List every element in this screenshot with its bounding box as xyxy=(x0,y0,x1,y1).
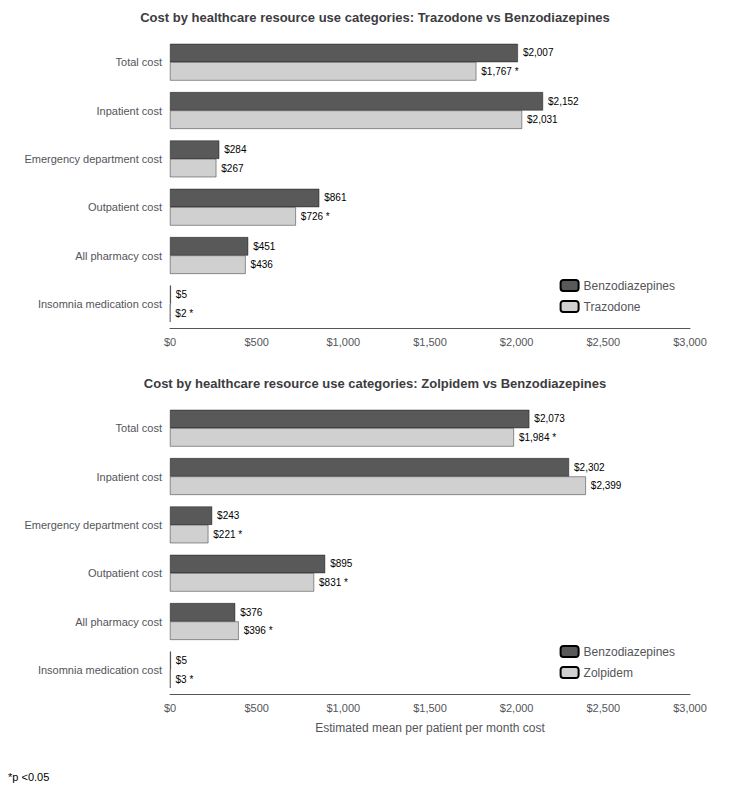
svg-text:Inpatient cost: Inpatient cost xyxy=(97,105,162,117)
svg-text:Inpatient cost: Inpatient cost xyxy=(97,471,162,483)
svg-text:$726 *: $726 * xyxy=(301,211,330,222)
svg-text:$221 *: $221 * xyxy=(213,529,242,540)
svg-text:$267: $267 xyxy=(221,163,244,174)
svg-text:$2,399: $2,399 xyxy=(591,480,622,491)
svg-text:Trazodone: Trazodone xyxy=(584,300,641,314)
svg-text:$2,152: $2,152 xyxy=(548,96,579,107)
svg-text:$1,000: $1,000 xyxy=(327,336,361,348)
svg-text:$2 *: $2 * xyxy=(175,308,193,319)
svg-text:Insomnia medication cost: Insomnia medication cost xyxy=(38,664,162,676)
svg-text:$3,000: $3,000 xyxy=(673,702,707,714)
svg-text:$0: $0 xyxy=(164,336,176,348)
svg-text:$2,500: $2,500 xyxy=(587,702,621,714)
svg-text:All pharmacy cost: All pharmacy cost xyxy=(75,616,162,628)
svg-text:$500: $500 xyxy=(244,336,268,348)
svg-text:$243: $243 xyxy=(217,510,240,521)
svg-text:$284: $284 xyxy=(224,144,247,155)
svg-text:$1,767 *: $1,767 * xyxy=(481,66,518,77)
svg-text:$1,500: $1,500 xyxy=(413,702,447,714)
svg-text:All pharmacy cost: All pharmacy cost xyxy=(75,250,162,262)
svg-text:$3 *: $3 * xyxy=(176,674,194,685)
svg-text:$1,500: $1,500 xyxy=(413,336,447,348)
svg-text:$5: $5 xyxy=(176,289,188,300)
svg-text:$2,500: $2,500 xyxy=(587,336,621,348)
svg-text:Outpatient cost: Outpatient cost xyxy=(88,567,162,579)
svg-text:Estimated mean per patient per: Estimated mean per patient per month cos… xyxy=(315,721,545,735)
svg-text:Cost by healthcare resource us: Cost by healthcare resource use categori… xyxy=(140,10,610,25)
svg-text:$1,000: $1,000 xyxy=(327,702,361,714)
svg-text:$831 *: $831 * xyxy=(319,577,348,588)
svg-text:$376: $376 xyxy=(240,607,263,618)
svg-text:Emergency department cost: Emergency department cost xyxy=(24,519,162,531)
svg-text:Benzodiazepines: Benzodiazepines xyxy=(584,645,675,659)
svg-text:$2,000: $2,000 xyxy=(500,702,534,714)
svg-text:$5: $5 xyxy=(176,655,188,666)
svg-text:$2,031: $2,031 xyxy=(527,114,558,125)
svg-text:Insomnia medication cost: Insomnia medication cost xyxy=(38,298,162,310)
svg-text:$451: $451 xyxy=(253,241,276,252)
svg-text:Total cost: Total cost xyxy=(116,422,162,434)
svg-text:$2,302: $2,302 xyxy=(574,462,605,473)
svg-text:Emergency department cost: Emergency department cost xyxy=(24,153,162,165)
svg-text:$396 *: $396 * xyxy=(244,625,273,636)
svg-text:Total cost: Total cost xyxy=(116,56,162,68)
svg-text:Outpatient cost: Outpatient cost xyxy=(88,201,162,213)
svg-text:$0: $0 xyxy=(164,702,176,714)
svg-text:$861: $861 xyxy=(324,192,347,203)
svg-text:Benzodiazepines: Benzodiazepines xyxy=(584,279,675,293)
svg-text:$436: $436 xyxy=(251,259,274,270)
svg-text:$2,000: $2,000 xyxy=(500,336,534,348)
svg-text:*p <0.05: *p <0.05 xyxy=(8,771,49,783)
svg-text:Zolpidem: Zolpidem xyxy=(584,666,633,680)
svg-text:$895: $895 xyxy=(330,558,353,569)
svg-text:$1,984 *: $1,984 * xyxy=(519,432,556,443)
svg-text:$2,007: $2,007 xyxy=(523,47,554,58)
svg-text:$3,000: $3,000 xyxy=(673,336,707,348)
svg-text:Cost by healthcare resource us: Cost by healthcare resource use categori… xyxy=(144,376,606,391)
svg-text:$500: $500 xyxy=(244,702,268,714)
svg-text:$2,073: $2,073 xyxy=(534,413,565,424)
